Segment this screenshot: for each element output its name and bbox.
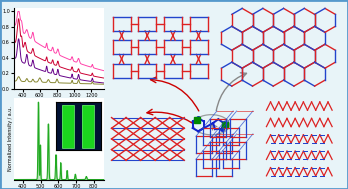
Y-axis label: Normalized Intensity / a.u.: Normalized Intensity / a.u.: [8, 106, 13, 171]
Y-axis label: Absorbance: Absorbance: [0, 32, 1, 64]
X-axis label: Wavelength/nm: Wavelength/nm: [37, 99, 81, 104]
